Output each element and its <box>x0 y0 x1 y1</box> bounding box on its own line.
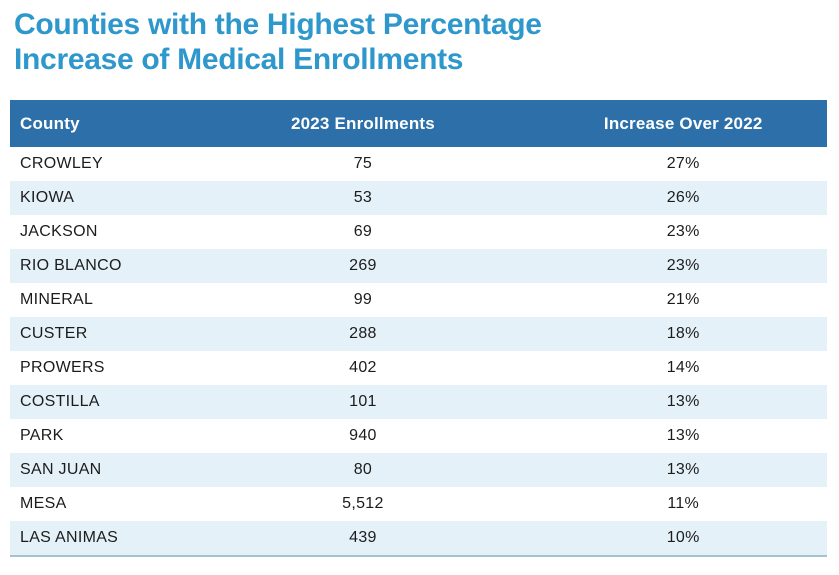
table-row: PROWERS 402 14% <box>10 351 827 385</box>
enrollments-cell: 69 <box>353 223 373 240</box>
table-row: CROWLEY 75 27% <box>10 147 827 181</box>
enrollments-cell: 80 <box>353 461 373 478</box>
column-header-increase: Increase Over 2022 <box>539 100 827 147</box>
page-title-line2: Increase of Medical Enrollments <box>14 43 464 76</box>
enrollments-cell: 101 <box>349 393 377 410</box>
county-cell: LAS ANIMAS <box>20 529 119 546</box>
table-row: MINERAL 99 21% <box>10 283 827 317</box>
increase-cell: 23% <box>666 223 700 240</box>
table-row: COSTILLA 101 13% <box>10 385 827 419</box>
increase-cell: 14% <box>666 359 700 376</box>
county-cell: JACKSON <box>20 223 98 240</box>
enrollments-cell: 99 <box>353 291 373 308</box>
table-header-row: County 2023 Enrollments Increase Over 20… <box>10 100 827 147</box>
increase-cell: 13% <box>666 461 700 478</box>
enrollments-cell: 269 <box>349 257 377 274</box>
increase-cell: 21% <box>666 291 700 308</box>
county-cell: CUSTER <box>20 325 88 342</box>
table-row: CUSTER 288 18% <box>10 317 827 351</box>
enrollments-cell: 439 <box>349 529 377 546</box>
county-cell: SAN JUAN <box>20 461 102 478</box>
column-header-county: County <box>10 100 187 147</box>
county-cell: MINERAL <box>20 291 94 308</box>
table-row: KIOWA 53 26% <box>10 181 827 215</box>
increase-cell: 13% <box>666 393 700 410</box>
enrollments-cell: 75 <box>353 155 373 172</box>
county-cell: MESA <box>20 495 67 512</box>
county-cell: RIO BLANCO <box>20 257 122 274</box>
increase-cell: 10% <box>666 529 700 546</box>
county-cell: PROWERS <box>20 359 105 376</box>
increase-cell: 27% <box>666 155 700 172</box>
enrollments-cell: 5,512 <box>342 495 384 512</box>
county-cell: PARK <box>20 427 64 444</box>
column-header-enrollments: 2023 Enrollments <box>186 100 540 147</box>
table-row: PARK 940 13% <box>10 419 827 453</box>
page-title: Counties with the Highest Percentage Incr… <box>0 0 839 77</box>
table-row: RIO BLANCO 269 23% <box>10 249 827 283</box>
increase-cell: 11% <box>667 495 700 512</box>
county-cell: CROWLEY <box>20 155 103 172</box>
enrollments-cell: 53 <box>353 189 373 206</box>
enrollments-cell: 288 <box>349 325 377 342</box>
county-cell: COSTILLA <box>20 393 100 410</box>
increase-cell: 18% <box>666 325 700 342</box>
enrollments-cell: 402 <box>349 359 377 376</box>
table-row: JACKSON 69 23% <box>10 215 827 249</box>
table-row: MESA 5,512 11% <box>10 487 827 521</box>
increase-cell: 13% <box>666 427 700 444</box>
enrollments-table: County 2023 Enrollments Increase Over 20… <box>10 100 827 557</box>
increase-cell: 23% <box>666 257 700 274</box>
enrollments-cell: 940 <box>349 427 377 444</box>
table-row: LAS ANIMAS 439 10% <box>10 521 827 556</box>
table-body: CROWLEY 75 27% KIOWA 53 26% JACKSON 69 2… <box>10 147 827 556</box>
increase-cell: 26% <box>666 189 700 206</box>
table-row: SAN JUAN 80 13% <box>10 453 827 487</box>
table-header: County 2023 Enrollments Increase Over 20… <box>10 100 827 147</box>
county-cell: KIOWA <box>20 189 75 206</box>
page-title-line1: Counties with the Highest Percentage <box>14 8 542 41</box>
